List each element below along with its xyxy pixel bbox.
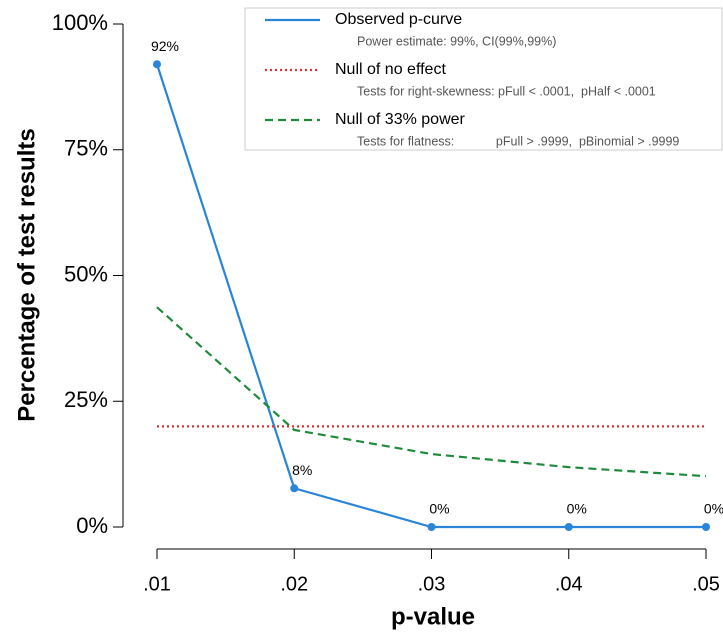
legend-label: Null of 33% power bbox=[335, 111, 466, 128]
data-label: 8% bbox=[292, 462, 312, 478]
legend-note: Power estimate: 99%, CI(99%,99%) bbox=[357, 34, 556, 48]
data-point bbox=[290, 484, 299, 493]
x-tick-label: .03 bbox=[418, 573, 446, 595]
legend-note: Tests for right-skewness: pFull < .0001,… bbox=[357, 84, 656, 98]
y-tick-label: 0% bbox=[76, 513, 108, 538]
data-label: 92% bbox=[151, 38, 179, 54]
legend-label: Null of no effect bbox=[335, 61, 446, 78]
y-tick-label: 50% bbox=[64, 261, 108, 286]
x-tick-label: .02 bbox=[280, 573, 308, 595]
data-point bbox=[427, 523, 436, 531]
legend-note: Tests for flatness: pFull > .9999, pBino… bbox=[357, 134, 679, 148]
data-point bbox=[564, 523, 573, 531]
data-label: 0% bbox=[429, 501, 449, 517]
data-point bbox=[702, 523, 710, 531]
x-tick-label: .05 bbox=[692, 573, 720, 595]
y-tick-label: 25% bbox=[64, 387, 108, 412]
y-tick-label: 75% bbox=[64, 136, 108, 161]
y-tick-label: 100% bbox=[52, 10, 108, 35]
data-label: 0% bbox=[704, 501, 723, 517]
series-line bbox=[156, 306, 707, 478]
data-label: 0% bbox=[567, 501, 587, 517]
legend-label: Observed p-curve bbox=[335, 11, 462, 28]
data-point bbox=[153, 60, 161, 69]
x-axis-label: p-value bbox=[391, 603, 475, 630]
x-tick-label: .01 bbox=[143, 573, 171, 595]
legend-box bbox=[244, 7, 723, 151]
y-axis-label: Percentage of test results bbox=[13, 128, 40, 421]
x-tick-label: .04 bbox=[555, 573, 583, 595]
